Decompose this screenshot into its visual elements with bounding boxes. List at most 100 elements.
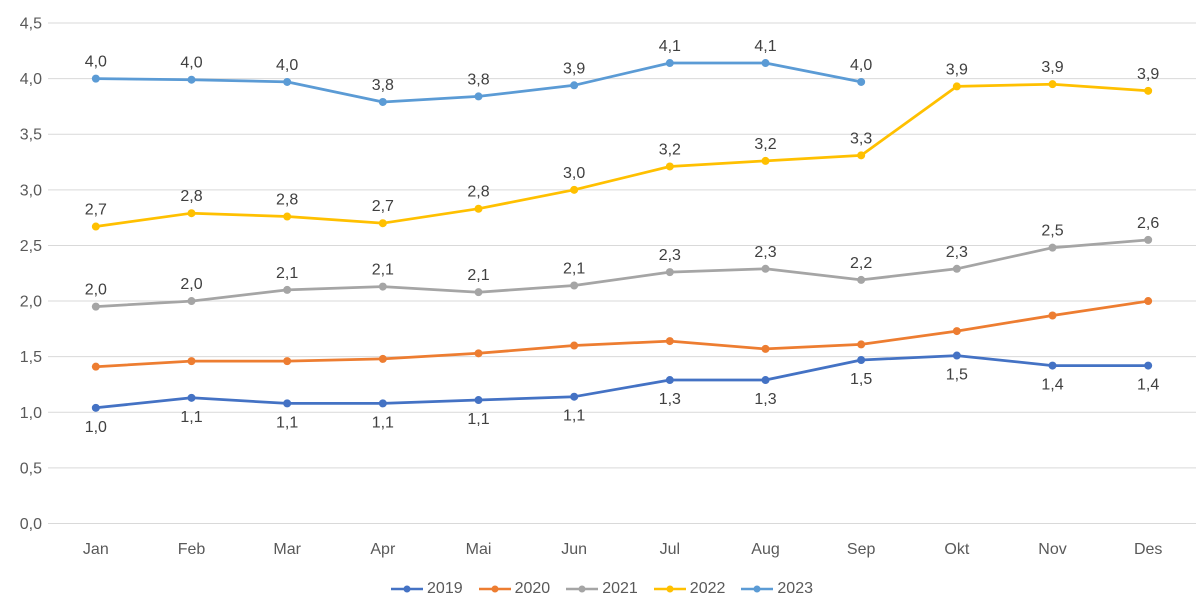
data-label-2021: 2,3 xyxy=(946,244,968,261)
y-axis-tick-label: 4,0 xyxy=(20,71,42,88)
data-label-2023: 4,0 xyxy=(85,54,107,71)
data-point-2019 xyxy=(283,399,292,408)
data-point-2021 xyxy=(1144,235,1153,244)
data-point-2020 xyxy=(187,357,196,366)
legend-item-2022[interactable]: 2022 xyxy=(653,580,726,598)
data-label-2022: 3,3 xyxy=(850,130,872,147)
legend-item-2019[interactable]: 2019 xyxy=(391,580,463,598)
data-label-2023: 4,0 xyxy=(180,55,202,72)
legend-line-marker-icon xyxy=(478,583,511,595)
data-point-2020 xyxy=(378,354,387,363)
legend-item-2020[interactable]: 2020 xyxy=(478,580,550,598)
y-axis-tick-label: 2,5 xyxy=(20,238,42,255)
x-axis-tick-label: Sep xyxy=(847,541,876,558)
data-point-2022 xyxy=(761,156,770,165)
data-label-2022: 2,8 xyxy=(276,192,298,209)
data-label-2023: 4,1 xyxy=(754,38,776,55)
data-point-2020 xyxy=(761,344,770,353)
data-label-2021: 2,5 xyxy=(1041,223,1063,240)
y-axis-tick-label: 1,0 xyxy=(20,405,42,422)
data-point-2021 xyxy=(378,282,387,291)
data-point-2021 xyxy=(761,264,770,273)
data-point-2019 xyxy=(91,403,100,412)
data-point-2022 xyxy=(187,209,196,218)
data-point-2020 xyxy=(283,357,292,366)
chart-legend: 2019 2020 2021 2022 2023 xyxy=(0,580,1204,598)
y-axis-tick-label: 3,0 xyxy=(20,182,42,199)
data-point-2020 xyxy=(570,341,579,350)
data-label-2019: 1,0 xyxy=(85,419,107,436)
data-point-2023 xyxy=(283,77,292,86)
y-axis-tick-label: 4,5 xyxy=(20,16,42,33)
x-axis-tick-label: Feb xyxy=(178,541,206,558)
data-label-2019: 1,1 xyxy=(467,411,489,428)
legend-line-marker-icon xyxy=(653,583,686,595)
x-axis-tick-label: Des xyxy=(1134,541,1162,558)
data-point-2022 xyxy=(378,219,387,228)
data-point-2023 xyxy=(761,59,770,68)
series-line-2019 xyxy=(94,354,1150,410)
data-point-2020 xyxy=(91,362,100,371)
legend-label: 2022 xyxy=(689,580,726,597)
data-label-2023: 3,8 xyxy=(467,71,489,88)
data-point-2021 xyxy=(952,264,961,273)
data-label-2019: 1,1 xyxy=(180,409,202,426)
data-point-2023 xyxy=(91,74,100,83)
x-axis-tick-label: Okt xyxy=(944,541,969,558)
data-label-2021: 2,1 xyxy=(276,265,298,282)
data-label-2019: 1,4 xyxy=(1041,377,1063,394)
data-label-2019: 1,1 xyxy=(372,414,394,431)
data-label-2021: 2,0 xyxy=(180,276,202,293)
data-point-2022 xyxy=(952,82,961,91)
legend-item-2023[interactable]: 2023 xyxy=(741,580,813,598)
data-label-2021: 2,0 xyxy=(85,282,107,299)
data-label-2021: 2,1 xyxy=(467,267,489,284)
data-label-2022: 3,0 xyxy=(563,165,585,182)
data-label-2023: 3,9 xyxy=(563,60,585,77)
series-line-2021 xyxy=(94,238,1150,308)
data-point-2023 xyxy=(378,97,387,106)
data-point-2022 xyxy=(1048,80,1057,89)
legend-item-2021[interactable]: 2021 xyxy=(566,580,638,598)
data-point-2019 xyxy=(187,393,196,402)
data-label-2019: 1,3 xyxy=(659,391,681,408)
y-axis-tick-label: 0,5 xyxy=(20,460,42,477)
x-axis-tick-label: Aug xyxy=(751,541,779,558)
data-point-2020 xyxy=(952,327,961,336)
legend-label: 2023 xyxy=(777,580,813,597)
y-axis-tick-label: 2,0 xyxy=(20,294,42,311)
x-axis-tick-label: Apr xyxy=(370,541,396,558)
data-point-2021 xyxy=(665,268,674,277)
x-axis-tick-label: Mai xyxy=(466,541,492,558)
y-axis-tick-label: 1,5 xyxy=(20,349,42,366)
data-point-2019 xyxy=(1048,361,1057,370)
series-line-2020 xyxy=(94,299,1150,369)
data-point-2019 xyxy=(952,351,961,360)
data-point-2020 xyxy=(1144,297,1153,306)
data-point-2022 xyxy=(283,212,292,221)
legend-label: 2021 xyxy=(602,580,638,597)
series-line-2022 xyxy=(94,82,1150,228)
legend-line-marker-icon xyxy=(741,583,774,595)
data-point-2020 xyxy=(474,349,483,358)
data-label-2019: 1,1 xyxy=(276,414,298,431)
data-label-2023: 4,0 xyxy=(850,57,872,74)
data-label-2019: 1,3 xyxy=(754,391,776,408)
x-axis-tick-label: Mar xyxy=(273,541,301,558)
data-label-2021: 2,1 xyxy=(372,262,394,279)
data-point-2023 xyxy=(665,59,674,68)
data-point-2019 xyxy=(378,399,387,408)
data-point-2021 xyxy=(283,285,292,294)
data-point-2022 xyxy=(474,204,483,213)
x-axis-tick-label: Jul xyxy=(660,541,680,558)
data-point-2021 xyxy=(91,302,100,311)
y-axis-tick-label: 3,5 xyxy=(20,127,42,144)
data-label-2022: 3,9 xyxy=(946,61,968,78)
data-point-2021 xyxy=(857,275,866,284)
data-point-2023 xyxy=(570,81,579,90)
legend-line-marker-icon xyxy=(566,583,599,595)
data-point-2020 xyxy=(1048,311,1057,320)
data-point-2019 xyxy=(857,356,866,365)
data-label-2022: 2,8 xyxy=(180,188,202,205)
data-point-2021 xyxy=(570,281,579,290)
